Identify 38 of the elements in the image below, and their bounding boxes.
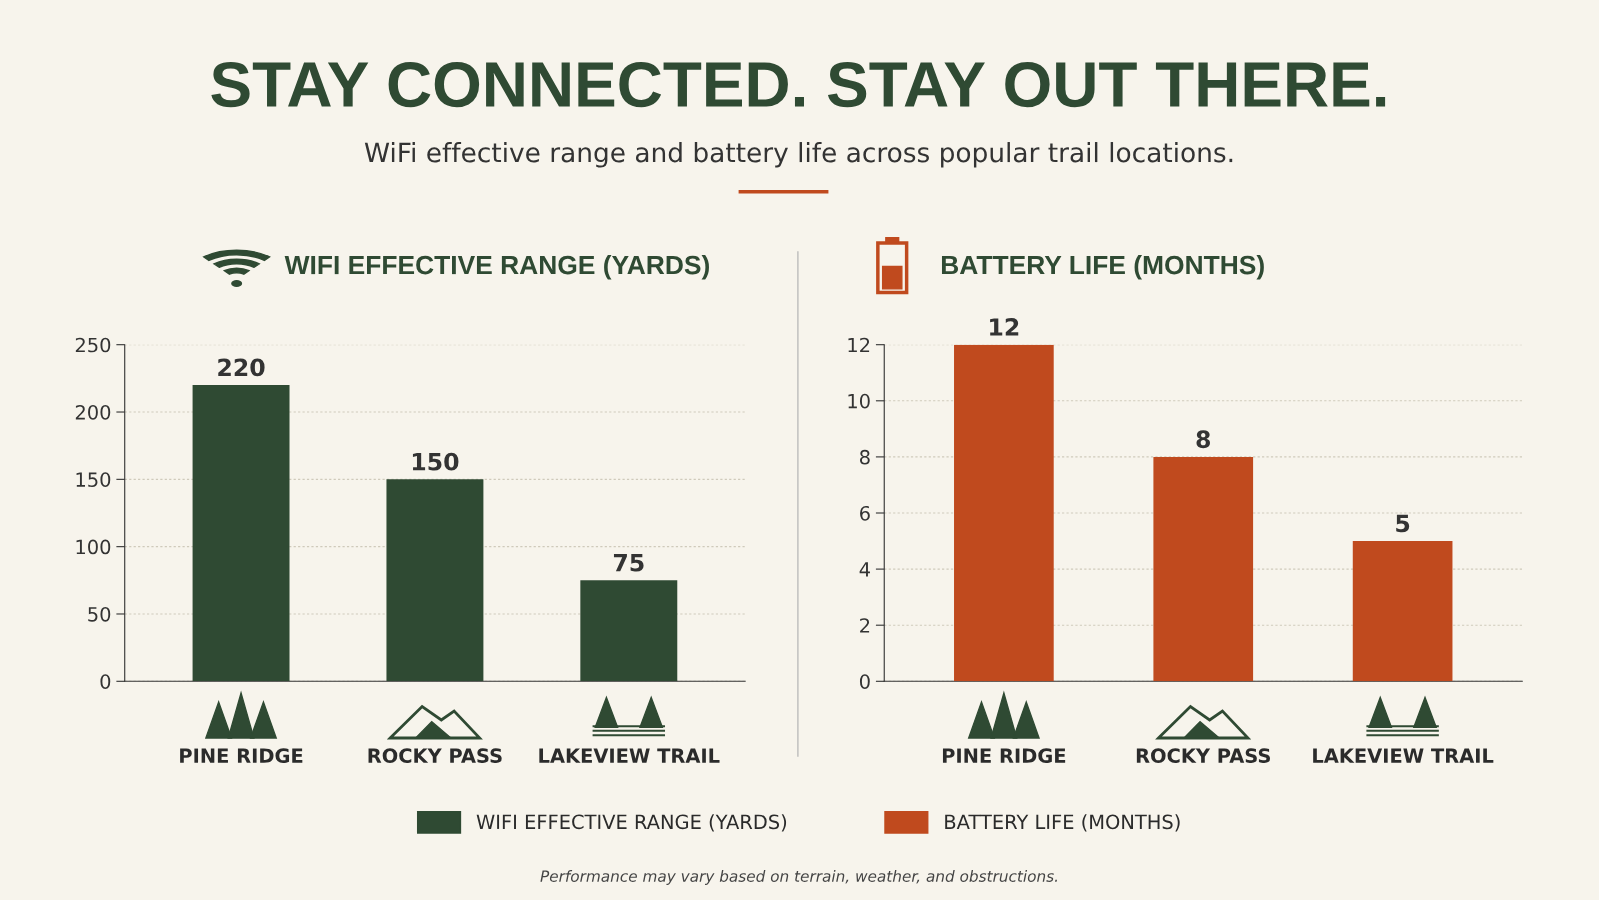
data-label: 220 — [218, 358, 265, 377]
y-tick-label: 4 — [859, 562, 870, 577]
text: WiFi effective range and battery life across popular trail locations. — [364, 142, 1233, 168]
text: STAY CONNECTED. STAY OUT THERE. — [211, 61, 1386, 108]
y-tick-label: 0 — [100, 674, 111, 689]
y-tick-label: 10 — [848, 393, 870, 409]
y-tick-label: 100 — [76, 539, 111, 555]
legend-label: BATTERY LIFE (MONTHS) — [945, 814, 1180, 832]
data-label: 150 — [412, 452, 459, 471]
bar — [1153, 456, 1254, 682]
bar — [386, 479, 484, 682]
x-tick-label: LAKEVIEW TRAIL — [539, 748, 720, 763]
y-tick-label: 6 — [860, 505, 870, 521]
y-tick-label: 12 — [848, 337, 870, 353]
x-tick-label: ROCKY PASS — [368, 748, 502, 764]
y-tick-label: 150 — [76, 472, 111, 487]
bar — [580, 580, 678, 682]
y-tick-label: 0 — [859, 674, 870, 689]
data-label: 12 — [990, 318, 1019, 336]
x-tick-label: PINE RIDGE — [180, 748, 303, 764]
text: Performance may vary based on terrain, weather, and obstructions. — [540, 870, 1057, 885]
x-tick-label: PINE RIDGE — [942, 748, 1066, 764]
legend-label: WIFI EFFECTIVE RANGE (YARDS) — [476, 814, 787, 832]
data-label: 75 — [613, 554, 644, 572]
y-tick-label: 8 — [860, 449, 870, 465]
y-tick-label: 250 — [75, 337, 111, 353]
x-tick-label: LAKEVIEW TRAIL — [1313, 748, 1494, 763]
y-tick-label: 50 — [88, 606, 111, 622]
bar — [192, 385, 290, 682]
y-tick-label: 2 — [860, 618, 870, 633]
bar — [954, 344, 1054, 682]
x-tick-label: ROCKY PASS — [1136, 748, 1270, 764]
chart-title: WIFI EFFECTIVE RANGE (YARDS) — [284, 255, 709, 280]
bar — [1352, 541, 1453, 682]
chart-title: BATTERY LIFE (MONTHS) — [941, 255, 1264, 280]
data-label: 5 — [1396, 514, 1410, 533]
y-tick-label: 200 — [75, 404, 111, 420]
data-label: 8 — [1196, 430, 1210, 449]
